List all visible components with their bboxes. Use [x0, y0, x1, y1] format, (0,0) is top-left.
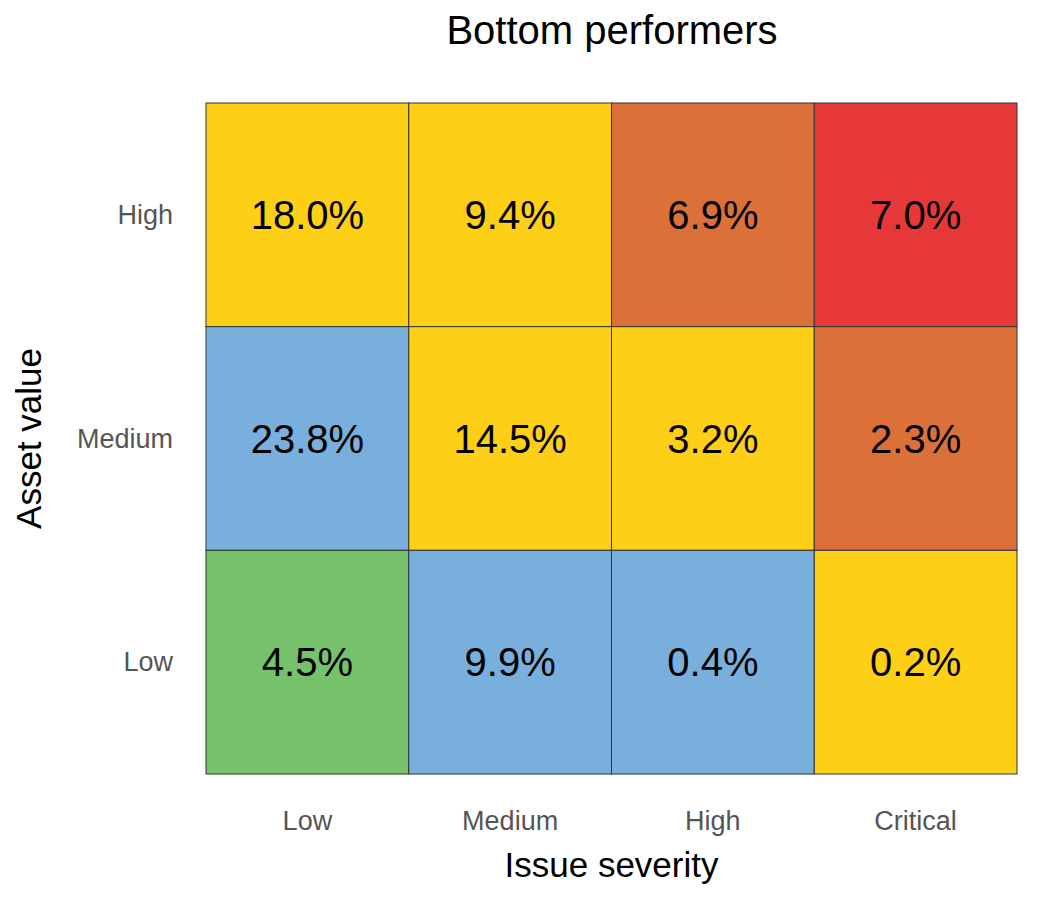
- data-label: 4.5%: [262, 640, 353, 684]
- data-label: 9.4%: [465, 193, 556, 237]
- heatmap-cell: [206, 103, 409, 327]
- heatmap-cell: [814, 327, 1017, 551]
- heatmap-cell: [409, 103, 612, 327]
- x-tick-label: Medium: [462, 806, 558, 836]
- data-label: 23.8%: [251, 417, 364, 461]
- heatmap-cell: [206, 327, 409, 551]
- data-label: 7.0%: [870, 193, 961, 237]
- heatmap-cell: [206, 550, 409, 774]
- y-tick-label: Medium: [77, 424, 173, 454]
- y-tick-label: High: [117, 200, 173, 230]
- data-label: 0.2%: [870, 640, 961, 684]
- data-label: 18.0%: [251, 193, 364, 237]
- x-tick-label: Critical: [874, 806, 957, 836]
- heatmap-cell: [612, 550, 815, 774]
- y-tick-label: Low: [123, 647, 173, 677]
- x-axis-label: Issue severity: [505, 845, 719, 884]
- chart: Bottom performers 18.0% 9.4% 6.9% 7.0% 23.8% 1…: [0, 0, 1050, 901]
- data-label: 14.5%: [453, 417, 566, 461]
- x-tick-label: High: [685, 806, 741, 836]
- heatmap-cell: [814, 103, 1017, 327]
- y-axis-label: Asset value: [9, 348, 48, 529]
- title: Bottom performers: [446, 8, 777, 52]
- heatmap-cell: [612, 327, 815, 551]
- data-label: 6.9%: [667, 193, 758, 237]
- heatmap-cell: [814, 550, 1017, 774]
- data-label: 3.2%: [667, 417, 758, 461]
- data-label: 9.9%: [465, 640, 556, 684]
- heatmap-cell: [409, 327, 612, 551]
- heatmap-cell: [612, 103, 815, 327]
- x-tick-label: Low: [283, 806, 333, 836]
- data-label: 2.3%: [870, 417, 961, 461]
- heatmap-cell: [409, 550, 612, 774]
- data-label: 0.4%: [667, 640, 758, 684]
